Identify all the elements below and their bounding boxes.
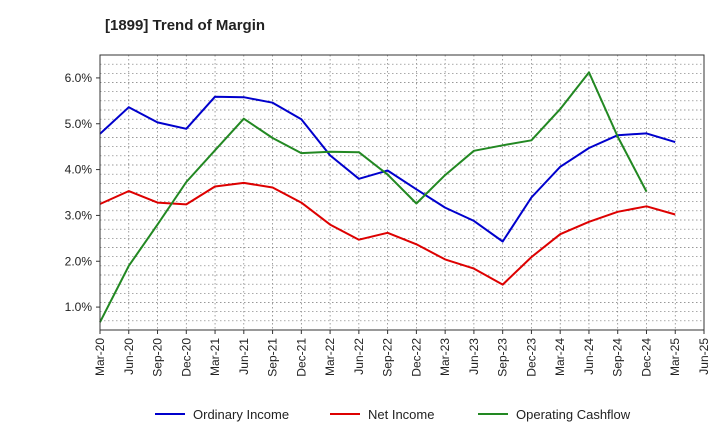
- series-line-ordinary-income: [99, 95, 676, 243]
- x-tick-label: Mar-23: [438, 338, 452, 376]
- y-tick-label: 5.0%: [65, 117, 93, 131]
- x-tick-label: Dec-23: [524, 338, 538, 377]
- chart-title: [1899] Trend of Margin: [105, 17, 265, 34]
- x-tick-label: Jun-20: [122, 338, 136, 375]
- grid: [100, 55, 704, 330]
- x-tick-label: Dec-21: [294, 338, 308, 377]
- x-tick-label: Dec-22: [409, 338, 423, 377]
- y-tick-label: 1.0%: [65, 300, 93, 314]
- x-tick-label: Dec-20: [179, 338, 193, 377]
- y-tick-label: 3.0%: [65, 208, 93, 222]
- y-tick-label: 2.0%: [65, 254, 93, 268]
- x-tick-label: Mar-21: [208, 338, 222, 376]
- y-tick-label: 6.0%: [65, 71, 93, 85]
- legend: Ordinary Income Net Income Operating Cashf…: [155, 407, 631, 422]
- y-axis: 1.0% 2.0% 3.0% 4.0% 5.0% 6.0%: [65, 71, 100, 314]
- x-axis: Mar-20 Jun-20 Sep-20 Dec-20 Mar-21 Jun-21 Sep-…: [93, 330, 711, 377]
- plot-frame: [99, 54, 705, 331]
- x-tick-label: Sep-20: [151, 338, 165, 377]
- x-tick-label: Mar-22: [323, 338, 337, 376]
- x-tick-label: Sep-23: [496, 338, 510, 377]
- x-tick-label: Dec-24: [639, 338, 653, 377]
- x-tick-label: Sep-21: [266, 338, 280, 377]
- legend-label: Operating Cashflow: [516, 407, 631, 422]
- x-tick-label: Mar-25: [668, 338, 682, 376]
- x-tick-label: Mar-20: [93, 338, 107, 376]
- series-lines: [99, 71, 676, 323]
- series-line-operating-cashflow: [99, 71, 648, 323]
- x-tick-label: Jun-25: [697, 338, 711, 375]
- x-tick-label: Jun-22: [352, 338, 366, 375]
- x-tick-label: Sep-24: [611, 338, 625, 377]
- y-tick-label: 4.0%: [65, 163, 93, 177]
- series-line-net-income: [99, 181, 676, 286]
- x-tick-label: Sep-22: [381, 338, 395, 377]
- x-tick-label: Mar-24: [553, 338, 567, 376]
- legend-label: Ordinary Income: [193, 407, 289, 422]
- legend-label: Net Income: [368, 407, 434, 422]
- x-tick-label: Jun-21: [237, 338, 251, 375]
- x-tick-label: Jun-23: [467, 338, 481, 375]
- x-tick-label: Jun-24: [582, 338, 596, 375]
